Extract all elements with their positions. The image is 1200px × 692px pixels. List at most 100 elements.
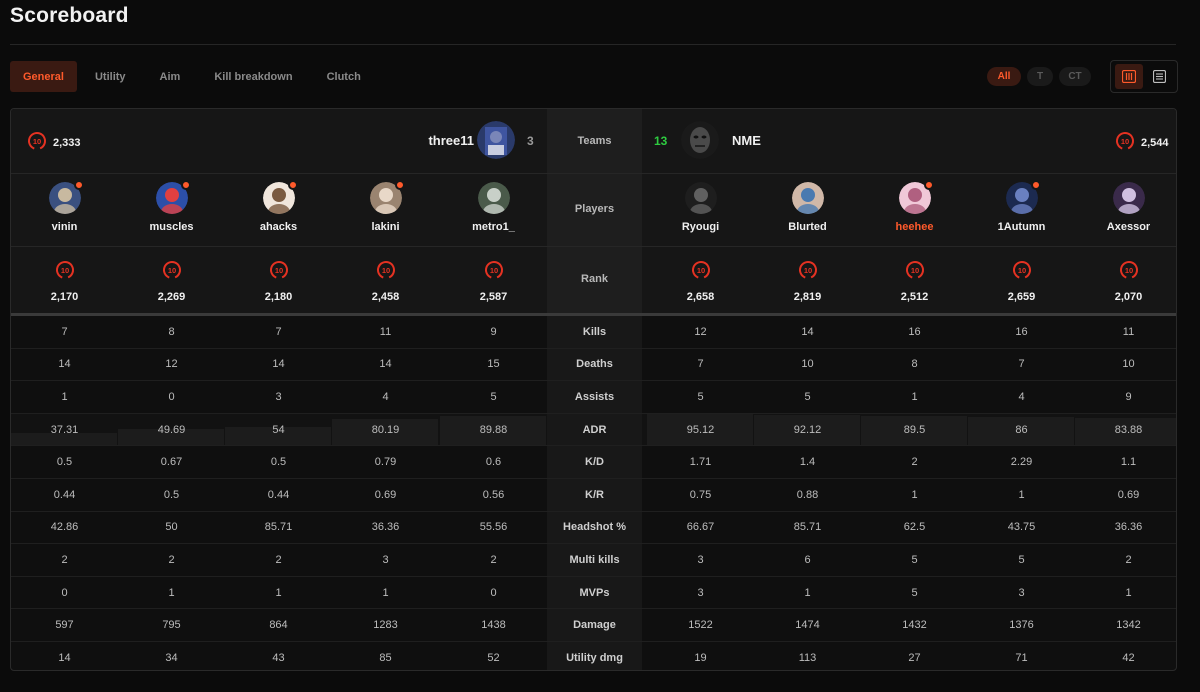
filter-all-button[interactable]: All [987,67,1021,86]
stat-cell: 3 [697,553,704,566]
player-rank: 10 2,587 [440,246,547,303]
filter-ct-button[interactable]: CT [1059,67,1091,86]
tab-bar: General Utility Aim Kill breakdown Clutc… [10,61,379,92]
player-name[interactable]: Ryougi [681,221,720,233]
stat-cell: 62.5 [903,521,926,534]
filter-t-button[interactable]: T [1027,67,1053,86]
team-left-header: 10 2,333 three11 3 [11,109,547,173]
player-name[interactable]: 1Autumn [997,221,1046,233]
avatar[interactable] [262,180,298,214]
stat-cell: 597 [55,619,74,632]
player-right-4[interactable]: 1Autumn [968,173,1075,233]
player-avatar-icon [791,182,824,214]
scoreboard-table: 10 2,333 three11 3 Teams 13 [10,108,1177,671]
stat-cell: 1376 [1009,619,1034,632]
avatar[interactable] [369,180,405,214]
stats-table: 7 8 7 11 9 12 14 16 16 11 Kills 14 12 14 14 15 7 10 8 7 10 De… [11,316,1176,670]
tab-aim[interactable]: Aim [159,70,181,83]
team-left-name[interactable]: three11 [428,133,474,148]
stat-label: Multi kills [547,544,642,576]
stat-cell: 12 [165,358,178,371]
avatar[interactable] [791,182,824,214]
avatar[interactable] [1112,182,1145,214]
team-left-elo: 10 2,333 [27,131,81,154]
stat-cell: 795 [162,619,181,632]
stat-cell: 16 [908,325,921,338]
tab-general[interactable]: General [10,61,77,92]
stat-cell: 0.6 [485,456,502,469]
stat-cell: 9 [1125,390,1132,403]
player-rank: 10 2,180 [225,246,332,303]
status-dot-icon [1030,180,1041,190]
stat-cell: 1 [275,586,282,599]
svg-text:10: 10 [381,266,389,275]
player-name[interactable]: Axessor [1106,221,1151,233]
team-left-score: 3 [527,134,534,148]
stat-cell: 42.86 [50,521,79,534]
svg-text:10: 10 [33,137,41,146]
avatar[interactable] [684,182,717,214]
svg-text:10: 10 [803,266,811,275]
grid-view-button[interactable] [1115,64,1143,89]
stat-cell: 34 [165,651,178,664]
tab-kill-breakdown[interactable]: Kill breakdown [214,70,293,83]
team-right-logo-icon [681,121,719,159]
stat-cell: 1 [1018,488,1025,501]
stat-cell: 7 [1018,358,1025,371]
tab-clutch[interactable]: Clutch [326,70,361,83]
team-right-name[interactable]: NME [732,133,761,148]
player-name[interactable]: lakini [371,221,400,233]
player-name[interactable]: ahacks [259,221,298,233]
avatar[interactable] [1005,180,1041,214]
stat-cell: 0.69 [374,488,397,501]
player-right-5[interactable]: Axessor [1075,173,1176,233]
avatar[interactable] [898,180,934,214]
player-right-2[interactable]: Blurted [754,173,861,233]
stat-cell: 3 [275,390,282,403]
player-elo: 2,180 [264,291,293,303]
team-left-logo-icon [477,121,515,159]
stat-row: 597 795 864 1283 1438 1522 1474 1432 1376 1342 Dam… [11,609,1176,642]
player-elo: 2,512 [900,291,929,303]
stat-row: 42.86 50 85.71 36.36 55.56 66.67 85.71 62.5 43.7… [11,511,1176,545]
player-avatar-icon [477,182,510,214]
rank-badge-icon: 10 [905,261,924,279]
adr-bar [225,427,331,446]
players-row: Players vinin muscles ahacks lakini metr… [11,173,1176,246]
stat-cell: 0.75 [689,488,712,501]
stat-cell: 1 [168,586,175,599]
player-left-5[interactable]: metro1_ [440,173,547,233]
avatar[interactable] [155,180,191,214]
player-name[interactable]: vinin [51,221,78,233]
rank-badge: 10 [691,260,711,285]
avatar[interactable] [48,180,84,214]
player-name[interactable]: heehee [895,221,934,233]
stat-cell: 14 [801,325,814,338]
svg-text:10: 10 [489,266,497,275]
stat-row: 0.5 0.67 0.5 0.79 0.6 1.71 1.4 2 2.29 1.1 K/D [11,446,1176,479]
player-left-1[interactable]: vinin [11,173,118,233]
player-left-4[interactable]: lakini [332,173,439,233]
team-right-avatar[interactable] [681,121,719,159]
avatar[interactable] [477,182,510,214]
adr-bar [11,432,117,446]
tab-utility[interactable]: Utility [94,70,126,83]
player-left-3[interactable]: ahacks [225,173,332,233]
stat-cell: 5 [911,586,918,599]
team-right-score: 13 [654,134,668,148]
player-name[interactable]: muscles [149,221,194,233]
row-divider [11,246,1176,247]
player-right-3[interactable]: heehee [861,173,968,233]
player-name[interactable]: metro1_ [472,221,515,233]
team-left-avatar[interactable] [477,121,515,159]
player-right-1[interactable]: Ryougi [647,173,754,233]
player-left-2[interactable]: muscles [118,173,225,233]
player-name[interactable]: Blurted [788,221,827,233]
player-elo: 2,659 [1007,291,1036,303]
list-view-button[interactable] [1145,64,1173,89]
stat-label: Headshot % [547,511,642,544]
stat-cell: 0.44 [267,488,290,501]
team-right-header: 13 NME 10 2,544 [642,109,1176,173]
stat-cell: 95.12 [686,423,715,436]
player-rank: 10 2,458 [332,246,439,303]
